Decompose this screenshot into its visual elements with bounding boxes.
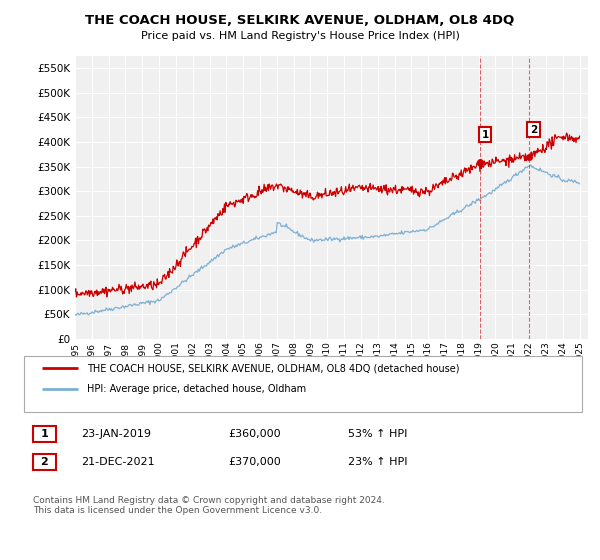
Text: 1: 1 xyxy=(41,429,48,439)
Text: £360,000: £360,000 xyxy=(228,429,281,439)
Text: 23% ↑ HPI: 23% ↑ HPI xyxy=(348,457,407,467)
Text: 23-JAN-2019: 23-JAN-2019 xyxy=(81,429,151,439)
Text: 53% ↑ HPI: 53% ↑ HPI xyxy=(348,429,407,439)
Text: 2: 2 xyxy=(530,125,537,135)
Text: Contains HM Land Registry data © Crown copyright and database right 2024.
This d: Contains HM Land Registry data © Crown c… xyxy=(33,496,385,515)
Text: £370,000: £370,000 xyxy=(228,457,281,467)
Text: THE COACH HOUSE, SELKIRK AVENUE, OLDHAM, OL8 4DQ: THE COACH HOUSE, SELKIRK AVENUE, OLDHAM,… xyxy=(85,14,515,27)
Text: THE COACH HOUSE, SELKIRK AVENUE, OLDHAM, OL8 4DQ (detached house): THE COACH HOUSE, SELKIRK AVENUE, OLDHAM,… xyxy=(87,363,460,374)
Text: Price paid vs. HM Land Registry's House Price Index (HPI): Price paid vs. HM Land Registry's House … xyxy=(140,31,460,41)
Text: 1: 1 xyxy=(481,130,488,139)
Text: 21-DEC-2021: 21-DEC-2021 xyxy=(81,457,155,467)
Text: 2: 2 xyxy=(41,457,48,467)
Text: HPI: Average price, detached house, Oldham: HPI: Average price, detached house, Oldh… xyxy=(87,384,306,394)
